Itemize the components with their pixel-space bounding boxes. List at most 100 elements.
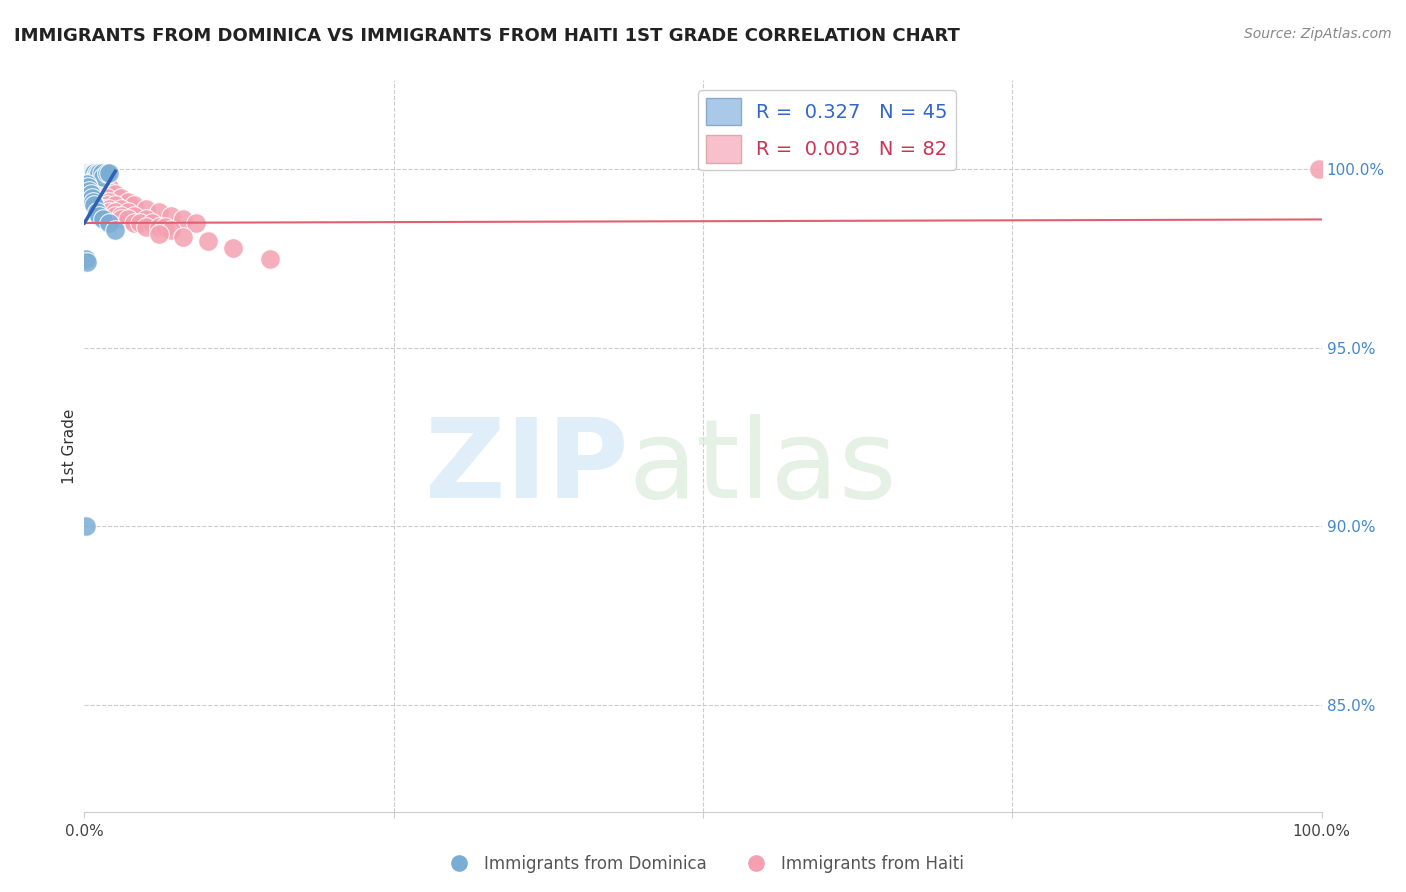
Point (83, 191, 105, 205)
Point (76, 177, 98, 191)
Point (197, 234, 219, 248)
Point (122, 216, 145, 230)
Point (79, 166, 101, 180)
Point (98, 166, 121, 180)
Point (184, 216, 207, 230)
Point (86, 169, 108, 184)
Point (82, 169, 104, 184)
Legend: Immigrants from Dominica, Immigrants from Haiti: Immigrants from Dominica, Immigrants fro… (436, 848, 970, 880)
Point (86, 173, 108, 187)
Point (79, 180, 101, 194)
Point (122, 209, 145, 223)
Point (77, 166, 100, 180)
Point (80, 191, 103, 205)
Point (83, 173, 105, 187)
Point (153, 219, 176, 234)
Point (79, 173, 101, 187)
Point (77, 180, 100, 194)
Point (79, 184, 101, 198)
Point (104, 223, 127, 237)
Point (76, 169, 98, 184)
Point (82, 194, 104, 209)
Point (148, 227, 170, 241)
Point (80, 187, 103, 202)
Point (79, 169, 101, 184)
Legend: R =  0.327   N = 45, R =  0.003   N = 82: R = 0.327 N = 45, R = 0.003 N = 82 (697, 90, 956, 170)
Point (141, 216, 163, 230)
Point (86, 187, 108, 202)
Point (80, 180, 103, 194)
Point (79, 177, 101, 191)
Point (76, 169, 98, 184)
Point (77, 169, 100, 184)
Point (86, 205, 108, 219)
Point (76, 173, 98, 187)
Point (77, 169, 100, 184)
Point (104, 205, 127, 219)
Point (75, 166, 97, 180)
Point (110, 212, 132, 227)
Point (83, 198, 105, 212)
Point (96, 184, 118, 198)
Point (83, 173, 105, 187)
Point (79, 177, 101, 191)
Point (135, 219, 157, 234)
Point (96, 198, 118, 212)
Point (117, 194, 139, 209)
Point (77, 173, 100, 187)
Point (76, 166, 98, 180)
Point (96, 166, 118, 180)
Point (79, 166, 101, 180)
Point (148, 219, 170, 234)
Text: Source: ZipAtlas.com: Source: ZipAtlas.com (1244, 27, 1392, 41)
Point (148, 205, 170, 219)
Text: ZIP: ZIP (426, 415, 628, 522)
Point (117, 212, 139, 227)
Point (90, 166, 112, 180)
Point (75, 519, 97, 533)
Point (79, 187, 101, 202)
Point (110, 209, 132, 223)
Point (79, 166, 101, 180)
Point (117, 205, 139, 219)
Point (160, 223, 183, 237)
Point (84, 166, 107, 180)
Point (91, 166, 114, 180)
Point (86, 194, 108, 209)
Point (83, 166, 105, 180)
Point (89, 166, 111, 180)
Point (122, 198, 145, 212)
Point (135, 202, 157, 216)
Point (222, 241, 245, 255)
Point (75, 169, 97, 184)
Point (98, 194, 121, 209)
Point (89, 209, 111, 223)
Point (91, 194, 114, 209)
Point (77, 166, 100, 180)
Point (104, 187, 127, 202)
Point (79, 169, 101, 184)
Point (89, 184, 111, 198)
Point (89, 177, 111, 191)
Point (98, 205, 121, 219)
Point (80, 166, 103, 180)
Point (89, 198, 111, 212)
Point (91, 169, 114, 184)
Point (83, 166, 105, 180)
Point (82, 169, 104, 184)
Point (91, 180, 114, 194)
Point (91, 187, 114, 202)
Point (98, 216, 121, 230)
Point (79, 169, 101, 184)
Point (104, 209, 127, 223)
Point (86, 166, 108, 180)
Point (76, 173, 98, 187)
Point (75, 252, 97, 266)
Point (79, 166, 101, 180)
Point (83, 184, 105, 198)
Point (79, 173, 101, 187)
Point (83, 177, 105, 191)
Point (79, 184, 101, 198)
Point (80, 173, 103, 187)
Point (86, 166, 108, 180)
